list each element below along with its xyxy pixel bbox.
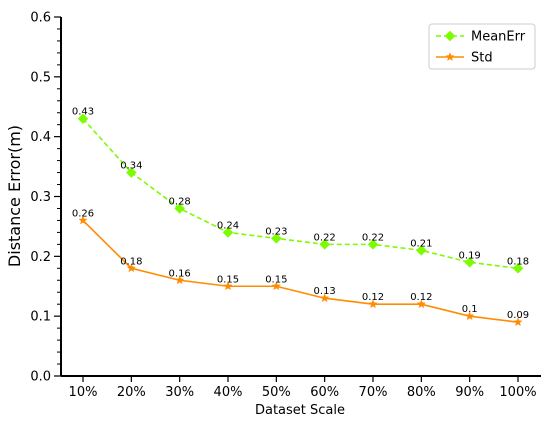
data-label: 0.22 (314, 232, 336, 243)
data-label: 0.12 (410, 292, 432, 303)
data-label: 0.15 (217, 274, 239, 285)
x-tick-label: 80% (407, 385, 436, 400)
data-label: 0.12 (362, 292, 384, 303)
marker-star (368, 299, 378, 309)
marker-diamond (367, 239, 379, 250)
data-label: 0.19 (459, 250, 481, 261)
marker-star (465, 311, 475, 321)
marker-diamond (512, 262, 524, 274)
x-tick-label: 90% (455, 385, 484, 400)
marker-star (445, 52, 455, 61)
data-label: 0.16 (169, 268, 191, 279)
data-labels: 0.43 0.34 0.28 0.24 0.23 0.22 0.22 0.21 0.19 0.18… (72, 107, 529, 321)
marker-diamond (125, 167, 137, 178)
y-tick-label: 0.6 (30, 11, 51, 26)
data-label: 0.23 (265, 226, 287, 237)
data-label: 0.34 (120, 161, 142, 172)
x-axis-title: Dataset Scale (255, 403, 345, 418)
marker-star (126, 263, 136, 273)
y-axis-title: Distance Error(m) (5, 125, 24, 267)
x-tick-label: 100% (499, 385, 536, 400)
y-tick-label: 0.1 (30, 310, 51, 325)
data-label: 0.18 (120, 256, 142, 267)
data-label: 0.1 (462, 304, 478, 315)
y-tick-label: 0.3 (30, 190, 51, 205)
data-label: 0.18 (507, 256, 529, 267)
x-tick-label: 40% (214, 385, 243, 400)
x-tick-label: 20% (117, 385, 146, 400)
marker-star (320, 293, 330, 303)
series-line-std (82, 219, 519, 323)
axes: 0.0 0.1 0.2 0.3 0.4 0.5 0.6 10% 20% 30% 40% 50% 60% 7… (30, 11, 541, 400)
data-label: 0.13 (314, 286, 336, 297)
x-tick-label: 60% (310, 385, 339, 400)
marker-star (416, 299, 426, 309)
data-label: 0.24 (217, 220, 239, 231)
marker-star (513, 317, 523, 327)
marker-diamond (415, 244, 427, 256)
marker-star (175, 275, 185, 285)
data-label: 0.21 (410, 238, 432, 249)
x-tick-label: 10% (69, 385, 98, 400)
data-label: 0.43 (72, 107, 94, 118)
data-label: 0.15 (265, 274, 287, 285)
x-tick-label: 50% (262, 385, 291, 400)
marker-diamond (464, 256, 476, 268)
series-meanerr (77, 113, 524, 274)
marker-diamond (77, 113, 89, 125)
data-label: 0.09 (507, 310, 529, 321)
data-label: 0.22 (362, 232, 384, 243)
x-tick-label: 30% (165, 385, 194, 400)
legend-label: MeanErr (471, 30, 526, 45)
legend-label: Std (471, 51, 493, 66)
y-tick-label: 0.0 (30, 370, 51, 385)
marker-diamond (319, 239, 331, 250)
data-label: 0.26 (72, 208, 94, 219)
marker-star (78, 215, 88, 225)
y-tick-label: 0.5 (30, 70, 51, 85)
series-std (78, 215, 523, 327)
marker-star (223, 281, 233, 291)
y-tick-label: 0.2 (30, 250, 51, 265)
marker-diamond (222, 227, 234, 238)
x-tick-label: 70% (359, 385, 388, 400)
series-layer (77, 113, 524, 327)
series-line-meanerr (82, 118, 519, 270)
marker-diamond (444, 30, 456, 42)
marker-star (271, 281, 281, 291)
data-label: 0.28 (169, 196, 191, 207)
legend: MeanErr Std (428, 23, 536, 70)
y-tick-label: 0.4 (30, 130, 51, 145)
marker-diamond (174, 203, 186, 214)
marker-diamond (270, 233, 282, 244)
